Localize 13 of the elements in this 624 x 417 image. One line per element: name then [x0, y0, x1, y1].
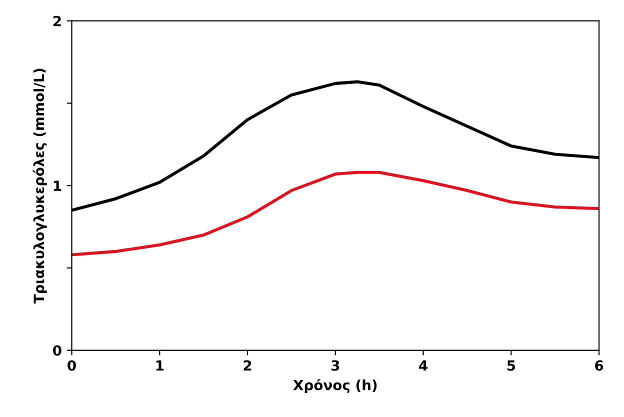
x-tick-label: 6 [595, 360, 604, 371]
x-tick-label: 0 [68, 360, 76, 371]
x-axis-title: Χρόνος (h) [293, 379, 377, 393]
x-tick-label: 1 [156, 360, 164, 371]
y-tick-label: 0 [53, 345, 62, 356]
y-tick-label: 2 [53, 16, 61, 26]
y-axis-title: Τριακυλογλυκερόλες (mmol/L) [32, 68, 47, 304]
y-tick-label: 1 [54, 180, 62, 191]
line-series [72, 170, 600, 256]
x-tick-label: 3 [331, 360, 340, 371]
x-tick-label: 5 [507, 360, 516, 371]
x-tick-label: 4 [419, 360, 428, 371]
x-tick-label: 2 [244, 360, 252, 371]
